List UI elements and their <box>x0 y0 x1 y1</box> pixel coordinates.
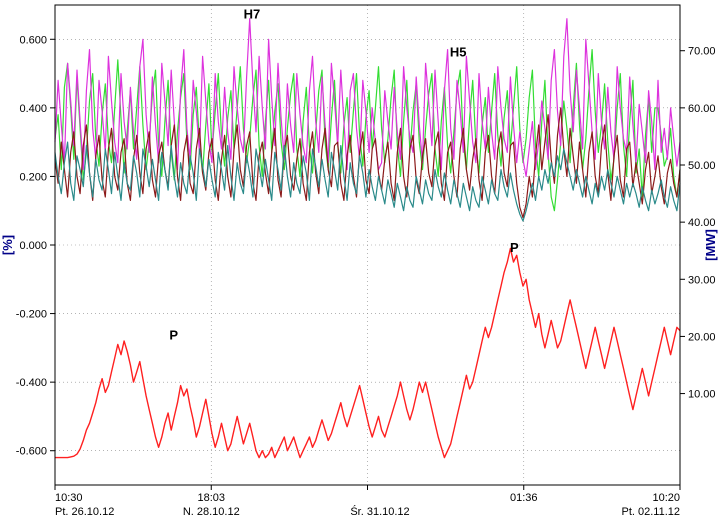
x-tick-date: Pt. 02.11.12 <box>621 506 680 518</box>
annotation-H5: H5 <box>450 44 467 59</box>
x-tick-time: 10:20 <box>652 492 680 504</box>
x-tick-date: Śr. 31.10.12 <box>350 505 409 518</box>
chart-svg: 0.600 0.400 0.200 0.000 -0.200 -0.400 -0.600 70… <box>0 0 725 525</box>
x-tick-time: 10:30 <box>55 492 83 504</box>
right-tick-label: 50.00 <box>688 160 716 172</box>
annotation-H7: H7 <box>244 7 261 22</box>
left-axis-label: [%] <box>0 235 15 255</box>
annotation-P: P <box>169 327 178 342</box>
annotation-P: P <box>510 240 519 255</box>
left-tick-label: -0.400 <box>16 377 47 389</box>
chart-container: 0.600 0.400 0.200 0.000 -0.200 -0.400 -0.600 70… <box>0 0 725 525</box>
right-tick-label: 10.00 <box>688 389 716 401</box>
right-axis-label: [MW] <box>703 229 718 261</box>
left-tick-label: 0.200 <box>19 171 47 183</box>
x-tick-date: Pt. 26.10.12 <box>55 506 114 518</box>
x-tick-time: 18:03 <box>197 492 225 504</box>
x-tick-time: 01:36 <box>510 492 538 504</box>
right-tick-label: 40.00 <box>688 217 716 229</box>
left-tick-label: -0.200 <box>16 309 47 321</box>
left-tick-label: 0.600 <box>19 34 47 46</box>
left-tick-label: -0.600 <box>16 446 47 458</box>
right-tick-label: 60.00 <box>688 103 716 115</box>
right-tick-label: 70.00 <box>688 46 716 58</box>
right-tick-label: 30.00 <box>688 274 716 286</box>
x-tick-date: N. 28.10.12 <box>183 506 240 518</box>
left-tick-label: 0.000 <box>19 240 47 252</box>
right-tick-label: 20.00 <box>688 331 716 343</box>
left-tick-label: 0.400 <box>19 103 47 115</box>
